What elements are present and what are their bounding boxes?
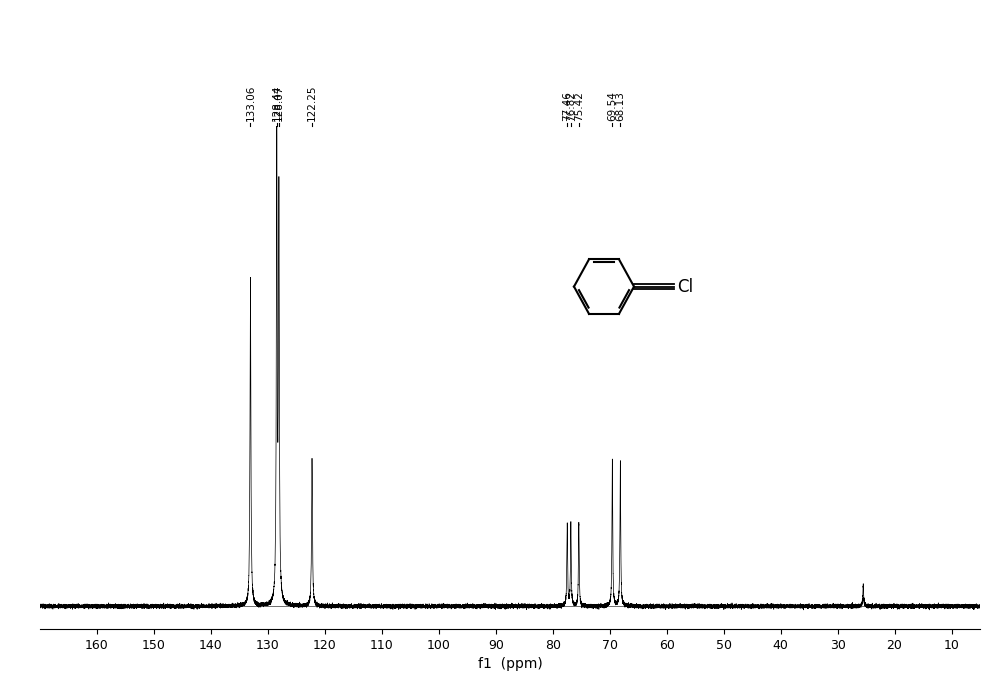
X-axis label: f1  (ppm): f1 (ppm) bbox=[478, 657, 542, 671]
Text: 128.44: 128.44 bbox=[272, 85, 282, 121]
Text: 75.42: 75.42 bbox=[574, 91, 584, 121]
Text: 122.25: 122.25 bbox=[307, 85, 317, 121]
Text: 76.82: 76.82 bbox=[566, 91, 576, 121]
Text: 77.46: 77.46 bbox=[562, 91, 572, 121]
Text: Cl: Cl bbox=[678, 278, 694, 296]
Text: 68.13: 68.13 bbox=[615, 91, 625, 121]
Text: 133.06: 133.06 bbox=[245, 85, 255, 121]
Text: 69.54: 69.54 bbox=[607, 91, 617, 121]
Text: 128.07: 128.07 bbox=[274, 85, 284, 121]
